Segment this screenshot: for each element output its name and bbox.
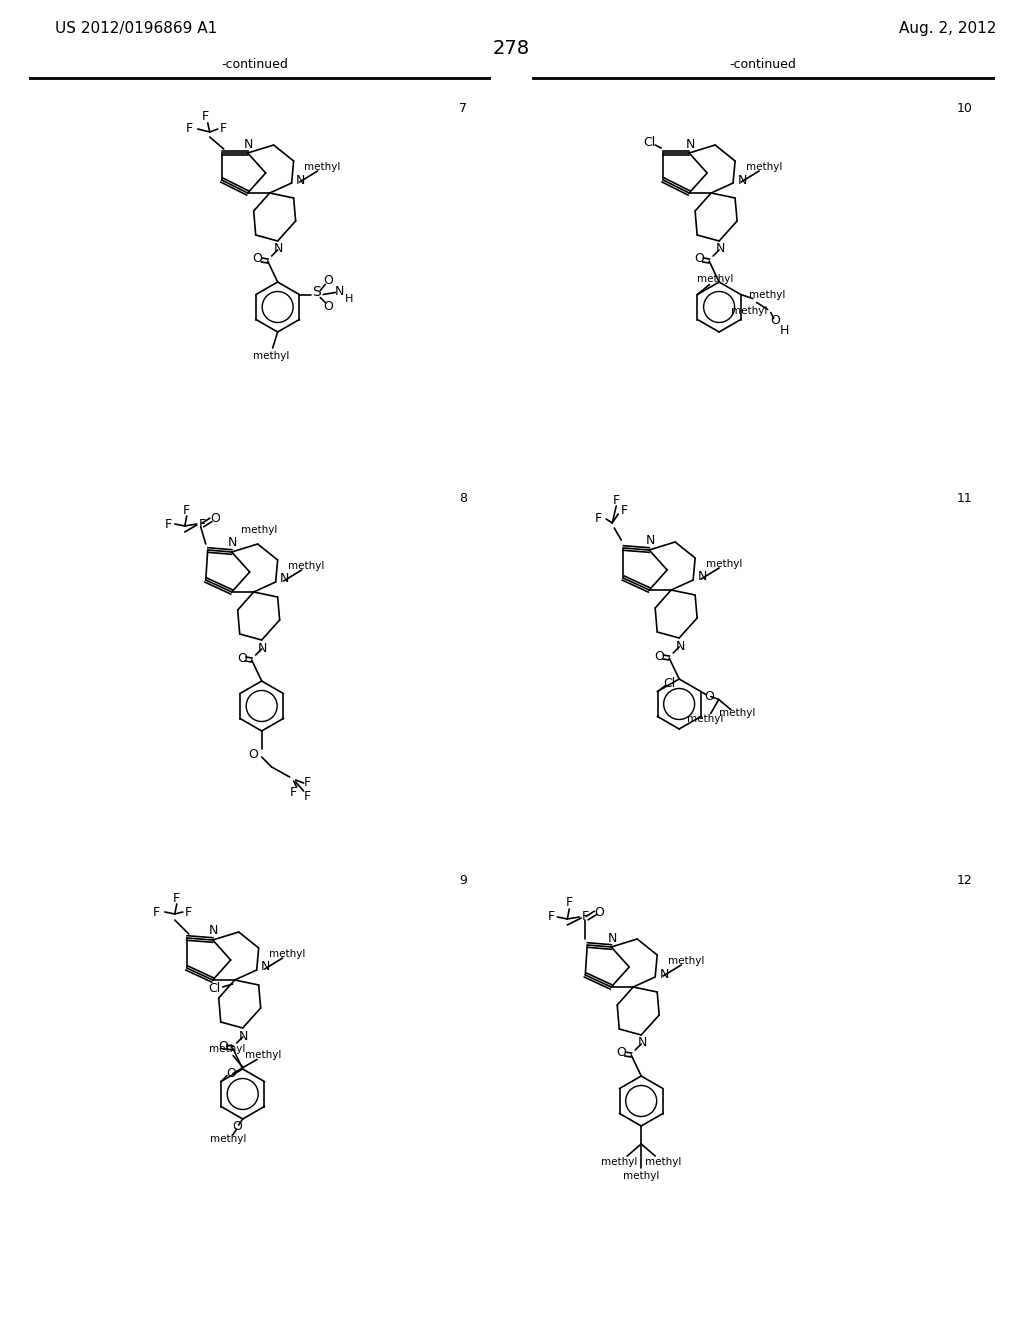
Text: O: O: [694, 252, 705, 265]
Text: F: F: [185, 906, 193, 919]
Text: F: F: [290, 787, 297, 800]
Text: N: N: [638, 1036, 647, 1049]
Text: F: F: [186, 123, 194, 136]
Text: N: N: [335, 285, 344, 298]
Text: methyl: methyl: [668, 956, 705, 966]
Text: N: N: [737, 173, 746, 186]
Text: N: N: [645, 535, 655, 548]
Text: -continued: -continued: [221, 58, 288, 71]
Text: O: O: [654, 649, 665, 663]
Text: Cl: Cl: [209, 982, 221, 994]
Text: O: O: [226, 1067, 236, 1080]
Text: N: N: [239, 1030, 249, 1043]
Text: Cl: Cl: [664, 677, 676, 690]
Text: Aug. 2, 2012: Aug. 2, 2012: [899, 21, 996, 36]
Text: F: F: [612, 494, 620, 507]
Text: methyl: methyl: [245, 1051, 282, 1060]
Text: H: H: [780, 323, 790, 337]
Text: N: N: [228, 536, 238, 549]
Text: methyl: methyl: [289, 561, 325, 572]
Text: methyl: methyl: [269, 949, 306, 960]
Text: methyl: methyl: [601, 1158, 637, 1167]
Text: N: N: [685, 137, 695, 150]
Text: O: O: [771, 314, 780, 327]
Text: H: H: [345, 293, 353, 304]
Text: methyl: methyl: [745, 162, 782, 172]
Text: methyl: methyl: [210, 1134, 246, 1144]
Text: O: O: [249, 747, 259, 760]
Text: O: O: [616, 1047, 626, 1060]
Text: F: F: [165, 517, 172, 531]
Text: N: N: [607, 932, 616, 945]
Text: N: N: [697, 570, 707, 583]
Text: N: N: [296, 173, 305, 186]
Text: 12: 12: [957, 874, 973, 887]
Text: Cl: Cl: [643, 136, 655, 149]
Text: 7: 7: [460, 102, 467, 115]
Text: -continued: -continued: [730, 58, 797, 71]
Text: methyl: methyl: [706, 558, 742, 569]
Text: O: O: [324, 275, 333, 286]
Text: F: F: [202, 111, 209, 124]
Text: N: N: [244, 137, 253, 150]
Text: methyl: methyl: [686, 714, 723, 725]
Text: F: F: [621, 503, 628, 516]
Text: methyl: methyl: [749, 289, 784, 300]
Text: F: F: [595, 511, 602, 524]
Text: methyl: methyl: [730, 306, 767, 317]
Text: 9: 9: [460, 874, 467, 887]
Text: methyl: methyl: [697, 273, 733, 284]
Text: O: O: [210, 512, 220, 525]
Text: F: F: [304, 791, 311, 804]
Text: methyl: methyl: [645, 1158, 681, 1167]
Text: O: O: [703, 690, 714, 704]
Text: methyl: methyl: [623, 1171, 659, 1181]
Text: O: O: [218, 1040, 227, 1052]
Text: F: F: [220, 123, 227, 136]
Text: N: N: [261, 961, 270, 974]
Text: N: N: [716, 243, 725, 256]
Text: 10: 10: [956, 102, 973, 115]
Text: O: O: [237, 652, 247, 664]
Text: N: N: [676, 639, 685, 652]
Text: 8: 8: [460, 491, 467, 504]
Text: F: F: [582, 911, 589, 924]
Text: methyl: methyl: [254, 351, 290, 360]
Text: N: N: [280, 573, 290, 586]
Text: F: F: [173, 891, 180, 904]
Text: O: O: [253, 252, 262, 265]
Text: F: F: [304, 776, 311, 789]
Text: O: O: [594, 906, 604, 919]
Text: methyl: methyl: [242, 525, 278, 535]
Text: N: N: [258, 642, 267, 655]
Text: F: F: [548, 911, 555, 924]
Text: F: F: [183, 503, 190, 516]
Text: US 2012/0196869 A1: US 2012/0196869 A1: [55, 21, 217, 36]
Text: F: F: [200, 517, 206, 531]
Text: 278: 278: [493, 38, 530, 58]
Text: methyl: methyl: [209, 1044, 246, 1055]
Text: S: S: [312, 285, 321, 300]
Text: N: N: [659, 968, 669, 981]
Text: O: O: [324, 300, 333, 313]
Text: N: N: [209, 924, 218, 937]
Text: methyl: methyl: [719, 709, 755, 718]
Text: N: N: [274, 243, 284, 256]
Text: F: F: [154, 906, 161, 919]
Text: 11: 11: [957, 491, 973, 504]
Text: F: F: [565, 896, 572, 909]
Text: methyl: methyl: [304, 162, 341, 172]
Text: O: O: [231, 1121, 242, 1134]
